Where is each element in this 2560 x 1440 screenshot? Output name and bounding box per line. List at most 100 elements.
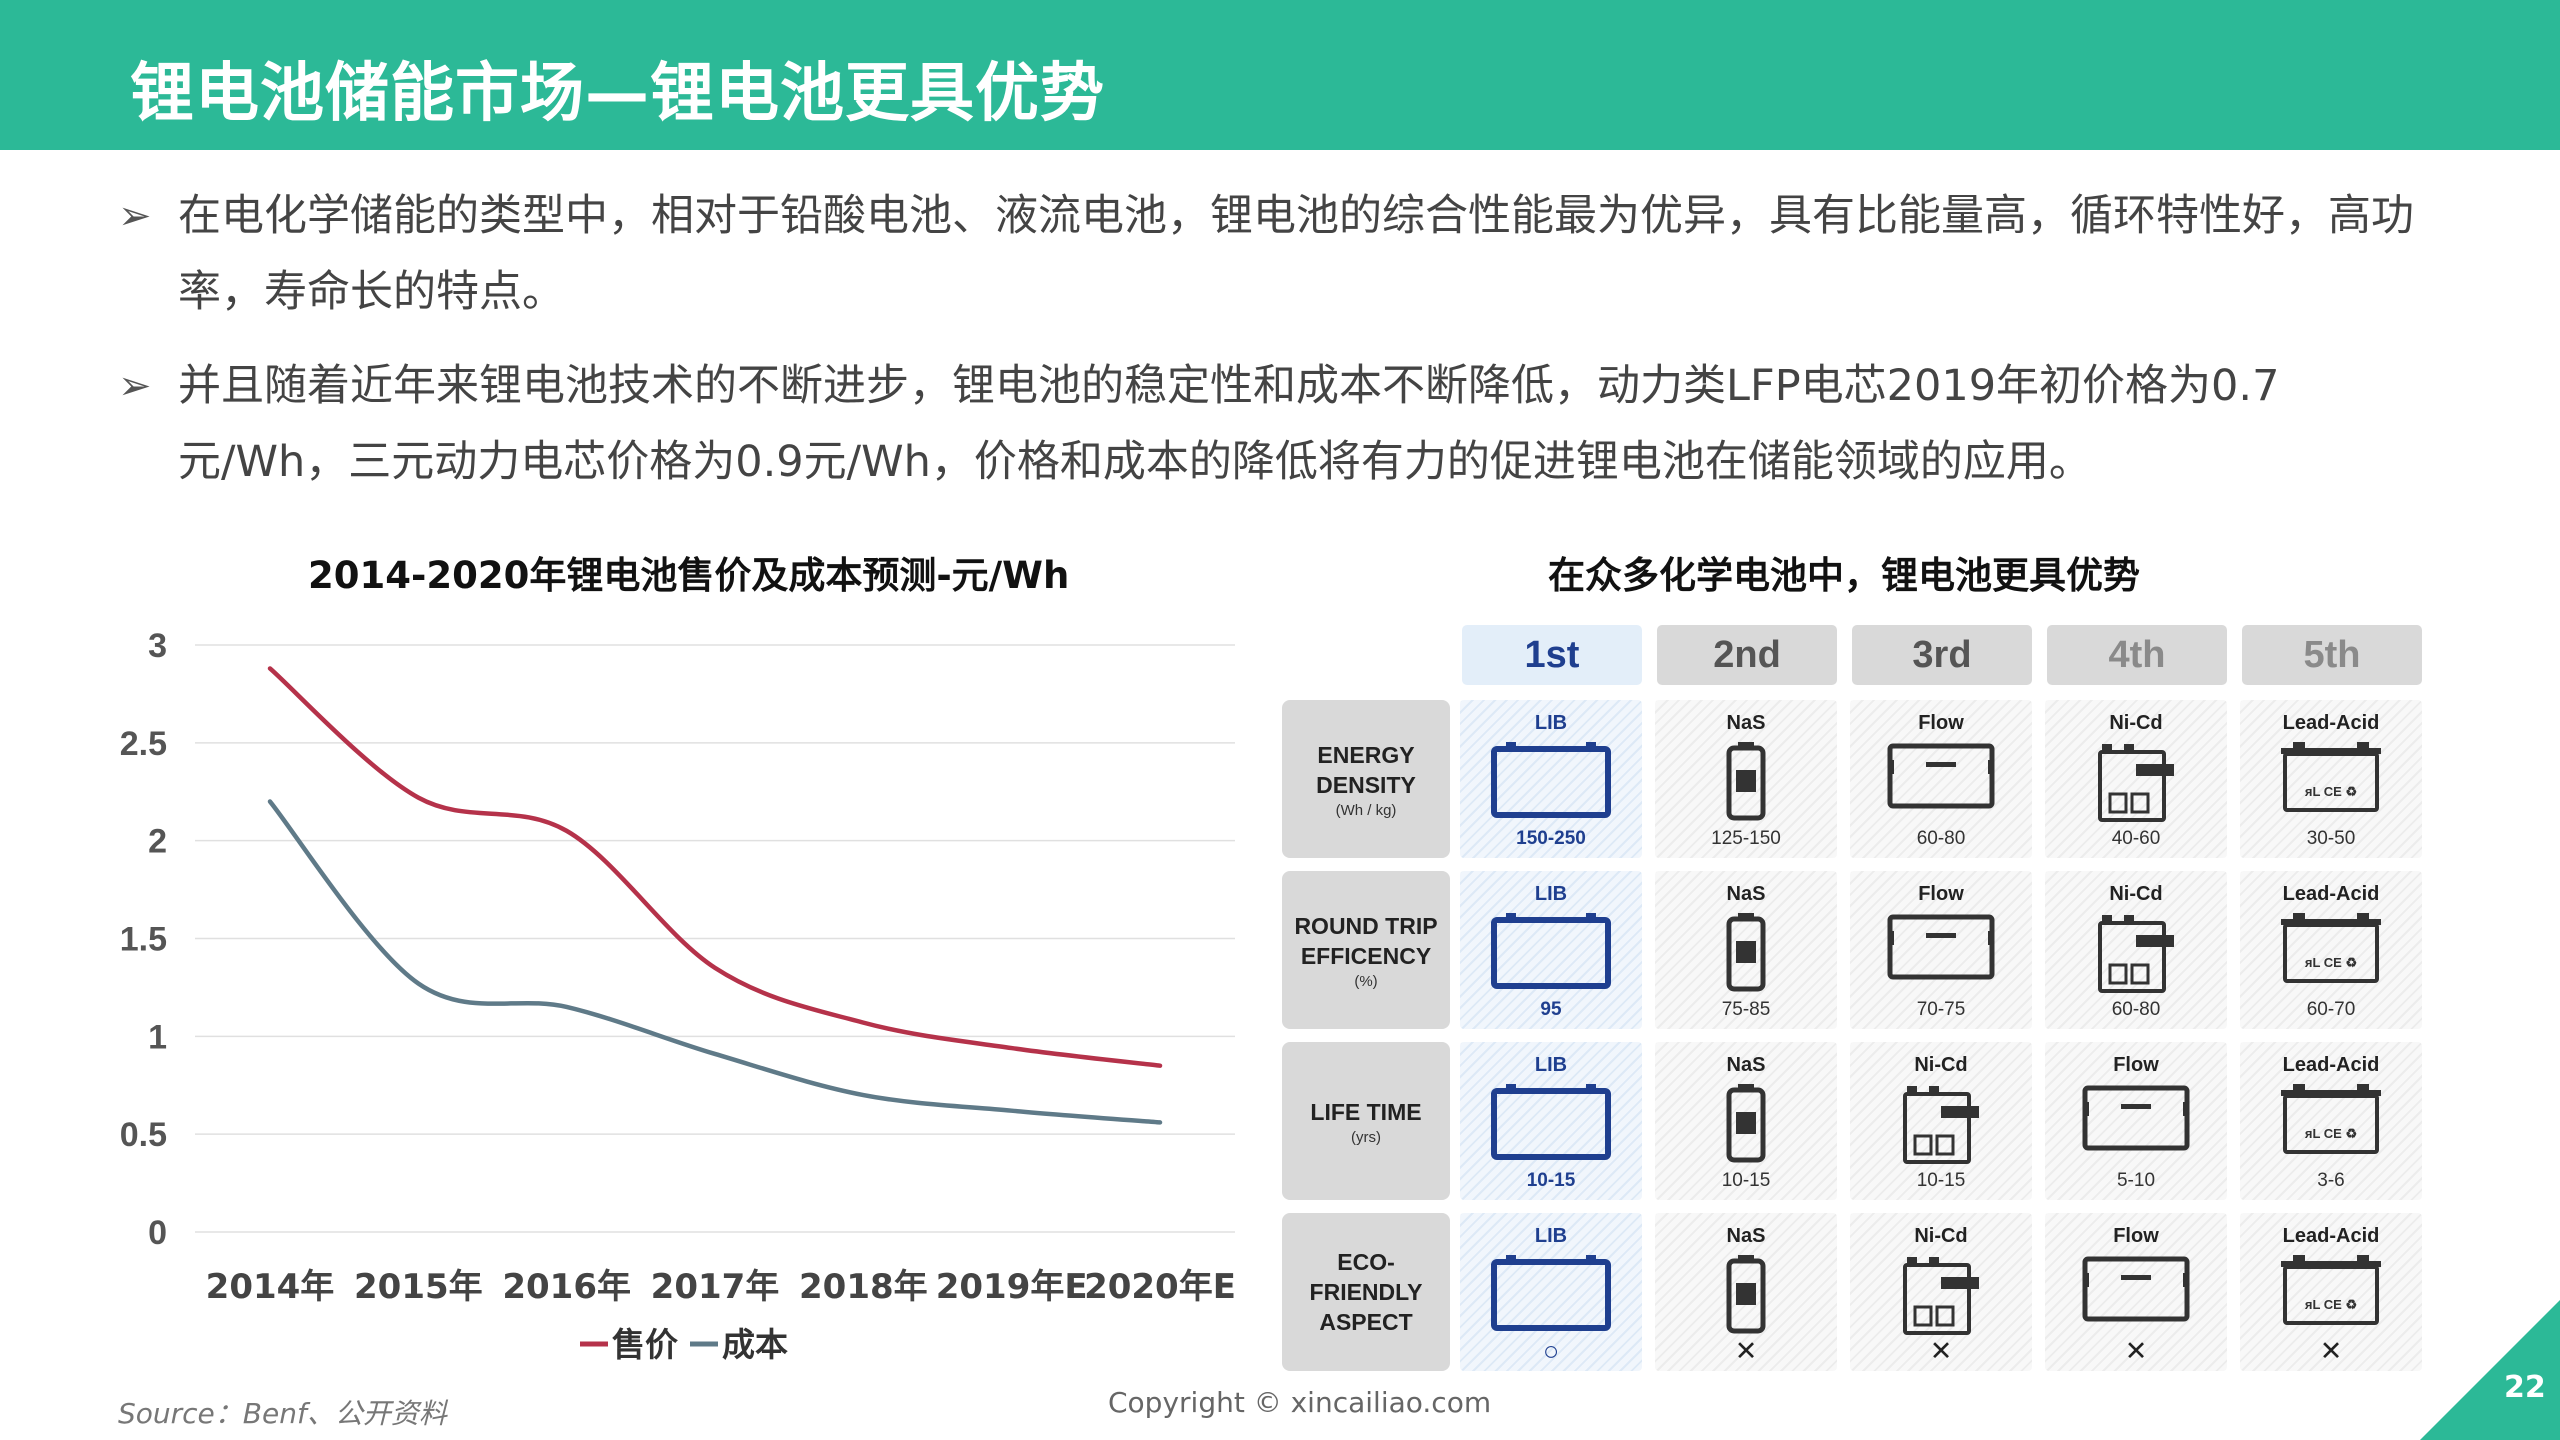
nicd-battery-icon xyxy=(2096,911,2176,998)
row-label-unit: (yrs) xyxy=(1351,1128,1381,1146)
data-point xyxy=(1159,1065,1161,1067)
battery-value: 10-15 xyxy=(1916,1170,1966,1191)
battery-cell: Flow ✕ xyxy=(2045,1213,2227,1371)
battery-cell: Ni-Cd 10-15 xyxy=(1850,1042,2032,1200)
battery-cell: Lead-Acid ᴙL CE ♻ ✕ xyxy=(2240,1213,2422,1371)
x-tick-label: 2014年 xyxy=(206,1267,335,1307)
nicd-battery-icon xyxy=(1901,1253,1981,1340)
row-label-2: ROUND TRIP EFFICENCY (%) xyxy=(1282,871,1450,1029)
nas-battery-icon xyxy=(1716,740,1776,827)
battery-cell: LIB 95 xyxy=(1460,871,1642,1029)
rank-header-5: 5th xyxy=(2242,625,2422,685)
battery-value: 60-80 xyxy=(2111,999,2161,1020)
page-number: 22 xyxy=(2504,1370,2546,1405)
lib-battery-icon xyxy=(1486,1082,1616,1167)
row-label-text: ECO-FRIENDLY ASPECT xyxy=(1309,1249,1423,1335)
data-point xyxy=(269,801,271,803)
battery-value: 5-10 xyxy=(2116,1170,2156,1191)
battery-cell: Flow 60-80 xyxy=(1850,700,2032,858)
battery-name: Lead-Acid xyxy=(2282,1225,2380,1247)
battery-cell: NaS ✕ xyxy=(1655,1213,1837,1371)
battery-value: 125-150 xyxy=(1711,828,1781,849)
rank-header-4: 4th xyxy=(2047,625,2227,685)
x-tick-label: 2017年 xyxy=(651,1267,780,1307)
cross-mark-icon: ✕ xyxy=(1734,1336,1758,1366)
copyright-note: Copyright © xincailiao.com xyxy=(1108,1386,1492,1419)
data-point xyxy=(269,667,271,669)
row-label-4: ECO-FRIENDLY ASPECT xyxy=(1282,1213,1450,1371)
lead-acid-markings: ᴙL CE ♻ xyxy=(2305,1126,2357,1141)
x-tick-label: 2020年E xyxy=(1084,1267,1236,1307)
battery-name: LIB xyxy=(1534,883,1568,905)
flow-battery-icon xyxy=(2081,1253,2191,1328)
x-tick-label: 2016年 xyxy=(502,1267,631,1307)
battery-value: 10-15 xyxy=(1721,1170,1771,1191)
y-tick-label: 2.5 xyxy=(120,725,167,763)
battery-cell: LIB ○ xyxy=(1460,1213,1642,1371)
source-note: Source：Benf、公开资料 xyxy=(118,1397,447,1430)
y-tick-label: 2 xyxy=(148,823,167,861)
row-label-unit: (%) xyxy=(1354,972,1378,990)
battery-name: NaS xyxy=(1726,1225,1766,1247)
data-point xyxy=(862,1094,864,1096)
data-point xyxy=(1011,1110,1013,1112)
y-tick-label: 1.5 xyxy=(120,921,167,959)
x-tick-label: 2018年 xyxy=(799,1267,928,1307)
battery-name: LIB xyxy=(1534,1054,1568,1076)
nas-battery-icon xyxy=(1716,911,1776,998)
row-label-3: LIFE TIME (yrs) xyxy=(1282,1042,1450,1200)
lib-battery-icon xyxy=(1486,911,1616,996)
battery-name: Ni-Cd xyxy=(2109,883,2163,905)
flow-battery-icon xyxy=(1886,740,1996,815)
cross-mark-icon: ✕ xyxy=(1929,1336,1953,1366)
battery-cell: NaS 10-15 xyxy=(1655,1042,1837,1200)
nas-battery-icon xyxy=(1716,1253,1776,1340)
battery-cell: Flow 70-75 xyxy=(1850,871,2032,1029)
lead-acid-markings: ᴙL CE ♻ xyxy=(2305,784,2357,799)
data-point xyxy=(417,797,419,799)
battery-cell: Ni-Cd ✕ xyxy=(1850,1213,2032,1371)
battery-cell: Lead-Acid ᴙL CE ♻ 60-70 xyxy=(2240,871,2422,1029)
battery-name: Flow xyxy=(1918,712,1964,734)
battery-name: NaS xyxy=(1726,1054,1766,1076)
slide-title: 锂电池储能市场—锂电池更具优势 xyxy=(130,57,1105,131)
battery-name: NaS xyxy=(1726,712,1766,734)
data-point xyxy=(714,967,716,969)
battery-cell: NaS 125-150 xyxy=(1655,700,1837,858)
battery-name: Ni-Cd xyxy=(1914,1054,1968,1076)
battery-cell: Ni-Cd 40-60 xyxy=(2045,700,2227,858)
battery-name: Ni-Cd xyxy=(2109,712,2163,734)
battery-value: 10-15 xyxy=(1526,1170,1576,1191)
comparison-title: 在众多化学电池中，锂电池更具优势 xyxy=(1548,554,2140,597)
lib-battery-icon xyxy=(1486,1253,1616,1338)
battery-value: 95 xyxy=(1540,999,1562,1020)
circle-mark-icon: ○ xyxy=(1542,1336,1560,1366)
bullet-text: 在电化学储能的类型中，相对于铅酸电池、液流电池，锂电池的综合性能最为优异，具有比… xyxy=(178,191,2414,317)
x-tick-label: 2019年E xyxy=(936,1267,1088,1307)
battery-cell: LIB 150-250 xyxy=(1460,700,1642,858)
battery-name: Lead-Acid xyxy=(2282,712,2380,734)
y-tick-label: 0 xyxy=(148,1214,167,1252)
battery-cell: LIB 10-15 xyxy=(1460,1042,1642,1200)
battery-name: Flow xyxy=(1918,883,1964,905)
rank-header-1: 1st xyxy=(1462,625,1642,685)
series-line-1 xyxy=(267,799,1163,1125)
bullet-list: ➢ 在电化学储能的类型中，相对于铅酸电池、液流电池，锂电池的综合性能最为优异，具… xyxy=(118,178,2448,518)
cross-mark-icon: ✕ xyxy=(2124,1336,2148,1366)
nicd-battery-icon xyxy=(1901,1082,1981,1169)
battery-value: 3-6 xyxy=(2317,1170,2345,1191)
battery-name: Flow xyxy=(2113,1225,2159,1247)
y-tick-label: 0.5 xyxy=(120,1116,167,1154)
bullet-item: ➢ 在电化学储能的类型中，相对于铅酸电池、液流电池，锂电池的综合性能最为优异，具… xyxy=(118,178,2448,330)
data-point xyxy=(862,1022,864,1024)
lead-acid-battery-icon: ᴙL CE ♻ xyxy=(2279,1082,2383,1161)
battery-cell: NaS 75-85 xyxy=(1655,871,1837,1029)
battery-cell: Lead-Acid ᴙL CE ♻ 30-50 xyxy=(2240,700,2422,858)
row-label-text: LIFE TIME xyxy=(1310,1098,1422,1125)
series-line-0 xyxy=(267,666,1163,1068)
flow-battery-icon xyxy=(1886,911,1996,986)
cross-mark-icon: ✕ xyxy=(2319,1336,2343,1366)
y-tick-label: 1 xyxy=(148,1018,167,1056)
bullet-item: ➢ 并且随着近年来锂电池技术的不断进步，锂电池的稳定性和成本不断降低，动力类LF… xyxy=(118,348,2448,500)
